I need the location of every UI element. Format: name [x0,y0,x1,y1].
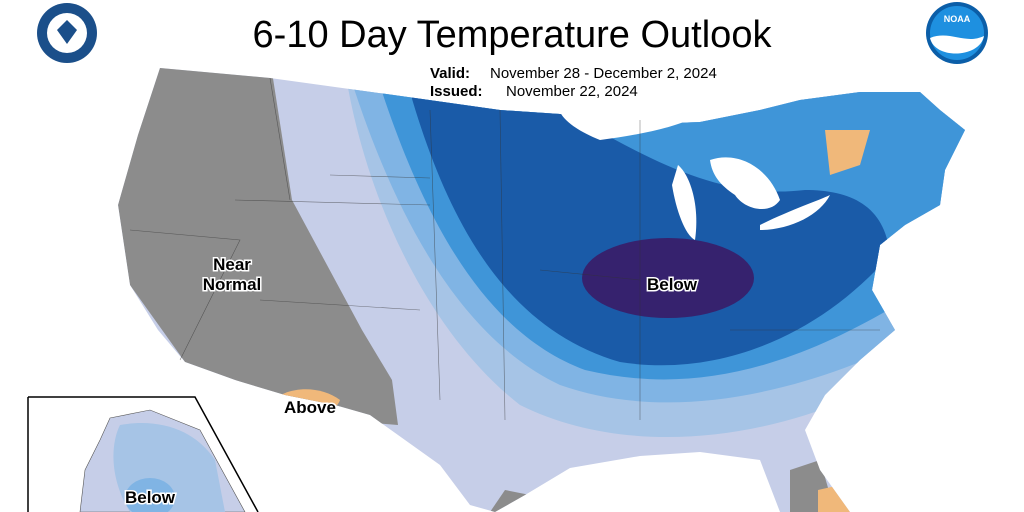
above-label: Above [284,398,336,417]
noaa-logo-wave [930,35,984,54]
alaska-inset-frame [27,396,259,512]
near-normal-label: Normal [203,275,262,294]
near-normal-label: Near [213,255,251,274]
issued-date: November 22, 2024 [506,83,638,100]
near-normal-area [118,68,398,425]
valid-label: Valid: [430,65,470,82]
band-below-90 [582,238,754,318]
title: 6-10 Day Temperature Outlook [253,14,773,56]
alaska-below-50 [125,478,175,512]
alaska-below-label: Below [125,488,176,507]
lake-huron [710,157,780,210]
noaa-logo-text: NOAA [944,14,971,24]
noaa-logo: NOAA [926,2,988,64]
doc-seal-emblem [57,20,77,44]
northeast-above [825,130,870,175]
issued-label: Issued: [430,83,483,100]
lake-michigan [672,165,697,240]
great-lakes [560,110,830,240]
state-borders [129,77,880,421]
lake-superior [560,110,705,140]
lake-erie [760,195,830,230]
doc-logo [37,3,97,63]
florida-above [818,485,850,512]
below-label: Below [647,275,698,294]
band-below-70 [410,92,890,366]
valid-dates: November 28 - December 2, 2024 [490,65,717,82]
